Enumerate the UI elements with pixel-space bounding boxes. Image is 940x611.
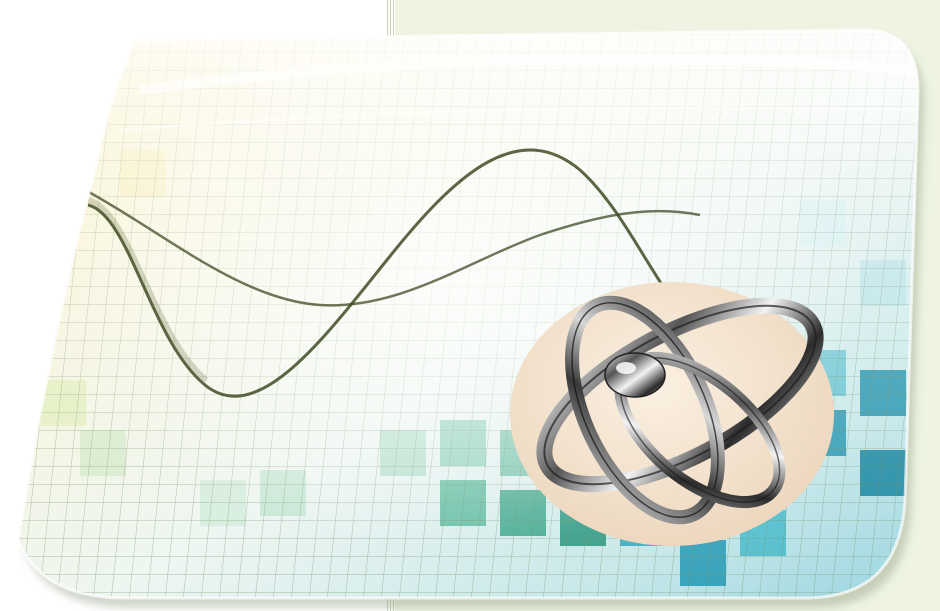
wave-line-secondary <box>84 188 701 307</box>
card-border <box>16 28 920 600</box>
atom-emblem <box>510 282 834 546</box>
wave-line-primary <box>87 148 701 398</box>
light-streak <box>139 53 919 95</box>
interlocking-rings-icon <box>536 295 824 525</box>
